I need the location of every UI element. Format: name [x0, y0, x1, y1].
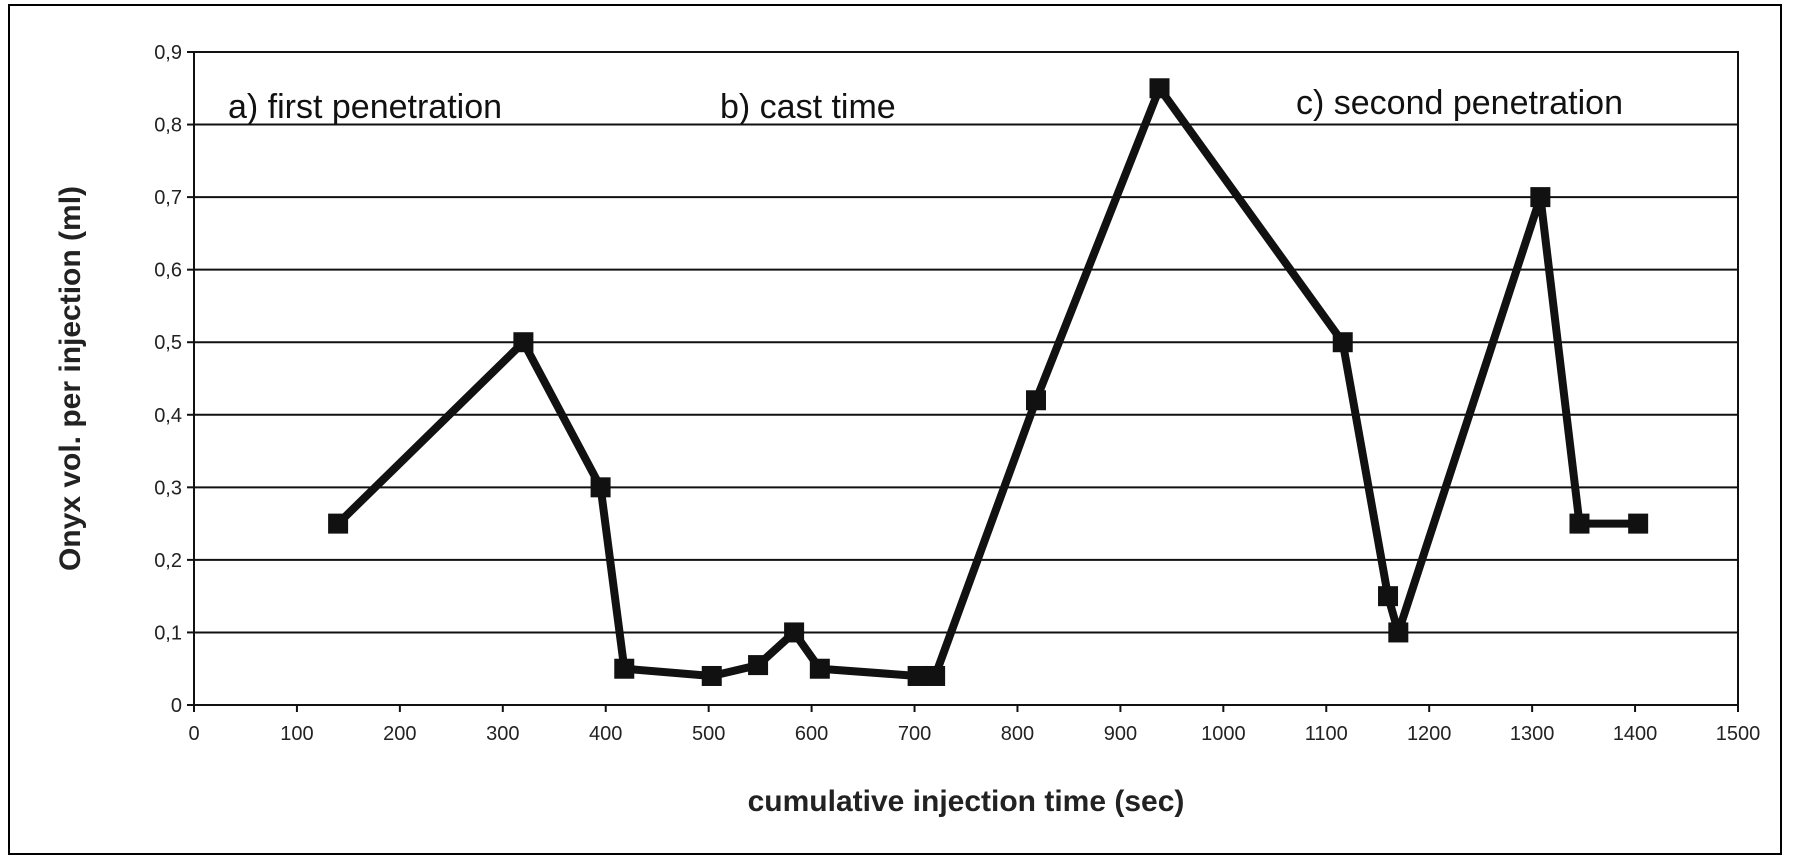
x-axis-ticks: 0 100 200 300 400 500 600 700 800 900 1000 1100 1200…	[188, 705, 1760, 745]
y-tick-label: 0,7	[154, 187, 182, 209]
data-point-marker	[809, 658, 830, 679]
series-line	[335, 84, 1639, 680]
x-tick-label: 800	[1001, 723, 1034, 745]
data-point-marker	[784, 622, 805, 643]
data-point-marker	[328, 513, 349, 534]
x-tick-label: 1500	[1716, 723, 1761, 745]
x-tick-label: 1000	[1201, 723, 1246, 745]
x-tick-label: 900	[1104, 723, 1137, 745]
series-layer	[328, 78, 1649, 686]
data-point-marker	[513, 332, 534, 353]
y-tick-label: 0,4	[154, 405, 182, 427]
x-tick-label: 100	[280, 723, 313, 745]
data-point-marker	[1378, 586, 1399, 607]
y-tick-label: 0,5	[154, 332, 182, 354]
x-tick-label: 600	[795, 723, 828, 745]
x-axis-title: cumulative injection time (sec)	[748, 785, 1185, 818]
data-point-marker	[1025, 390, 1046, 411]
chart-frame: 0 100 200 300 400 500 600 700 800 900 1000 1100 1200…	[8, 4, 1782, 855]
plot-area-border	[193, 51, 1739, 706]
y-tick-label: 0	[171, 695, 182, 717]
y-tick-label: 0,2	[154, 550, 182, 572]
x-tick-label: 200	[383, 723, 416, 745]
data-point-marker	[1388, 622, 1409, 643]
y-axis-ticks: 0 0,1 0,2 0,3 0,4 0,5 0,6 0,7 0,8 0,9	[154, 42, 194, 717]
annotations: a) first penetration b) cast time c) sec…	[228, 84, 1623, 126]
x-tick-label: 0	[188, 723, 199, 745]
y-tick-label: 0,3	[154, 477, 182, 499]
annotation-cast-time: b) cast time	[720, 88, 896, 126]
data-point-marker	[925, 665, 946, 686]
annotation-second-penetration: c) second penetration	[1296, 84, 1623, 122]
x-tick-label: 1200	[1407, 723, 1452, 745]
annotation-first-penetration: a) first penetration	[228, 88, 502, 126]
line-chart: 0 100 200 300 400 500 600 700 800 900 1000 1100 1200…	[54, 42, 1760, 818]
x-tick-label: 1400	[1613, 723, 1658, 745]
y-axis-title: Onyx vol. per injection (ml)	[54, 186, 87, 571]
data-point-marker	[1628, 513, 1649, 534]
data-point-marker	[1149, 78, 1170, 99]
x-tick-label: 300	[486, 723, 519, 745]
x-tick-label: 1100	[1305, 723, 1348, 745]
y-tick-label: 0,9	[154, 42, 182, 64]
data-point-marker	[1332, 332, 1353, 353]
y-tick-label: 0,1	[154, 622, 182, 644]
data-point-marker	[590, 477, 611, 498]
data-point-marker	[701, 665, 722, 686]
data-point-marker	[1530, 187, 1551, 208]
x-tick-label: 500	[692, 723, 725, 745]
y-tick-label: 0,6	[154, 260, 182, 282]
gridlines	[194, 123, 1738, 634]
x-tick-label: 700	[898, 723, 931, 745]
data-point-marker	[1569, 513, 1590, 534]
y-tick-label: 0,8	[154, 115, 182, 137]
data-point-marker	[614, 658, 635, 679]
x-tick-label: 400	[589, 723, 622, 745]
data-point-marker	[907, 665, 928, 686]
x-tick-label: 1300	[1510, 723, 1555, 745]
data-point-marker	[748, 655, 769, 676]
